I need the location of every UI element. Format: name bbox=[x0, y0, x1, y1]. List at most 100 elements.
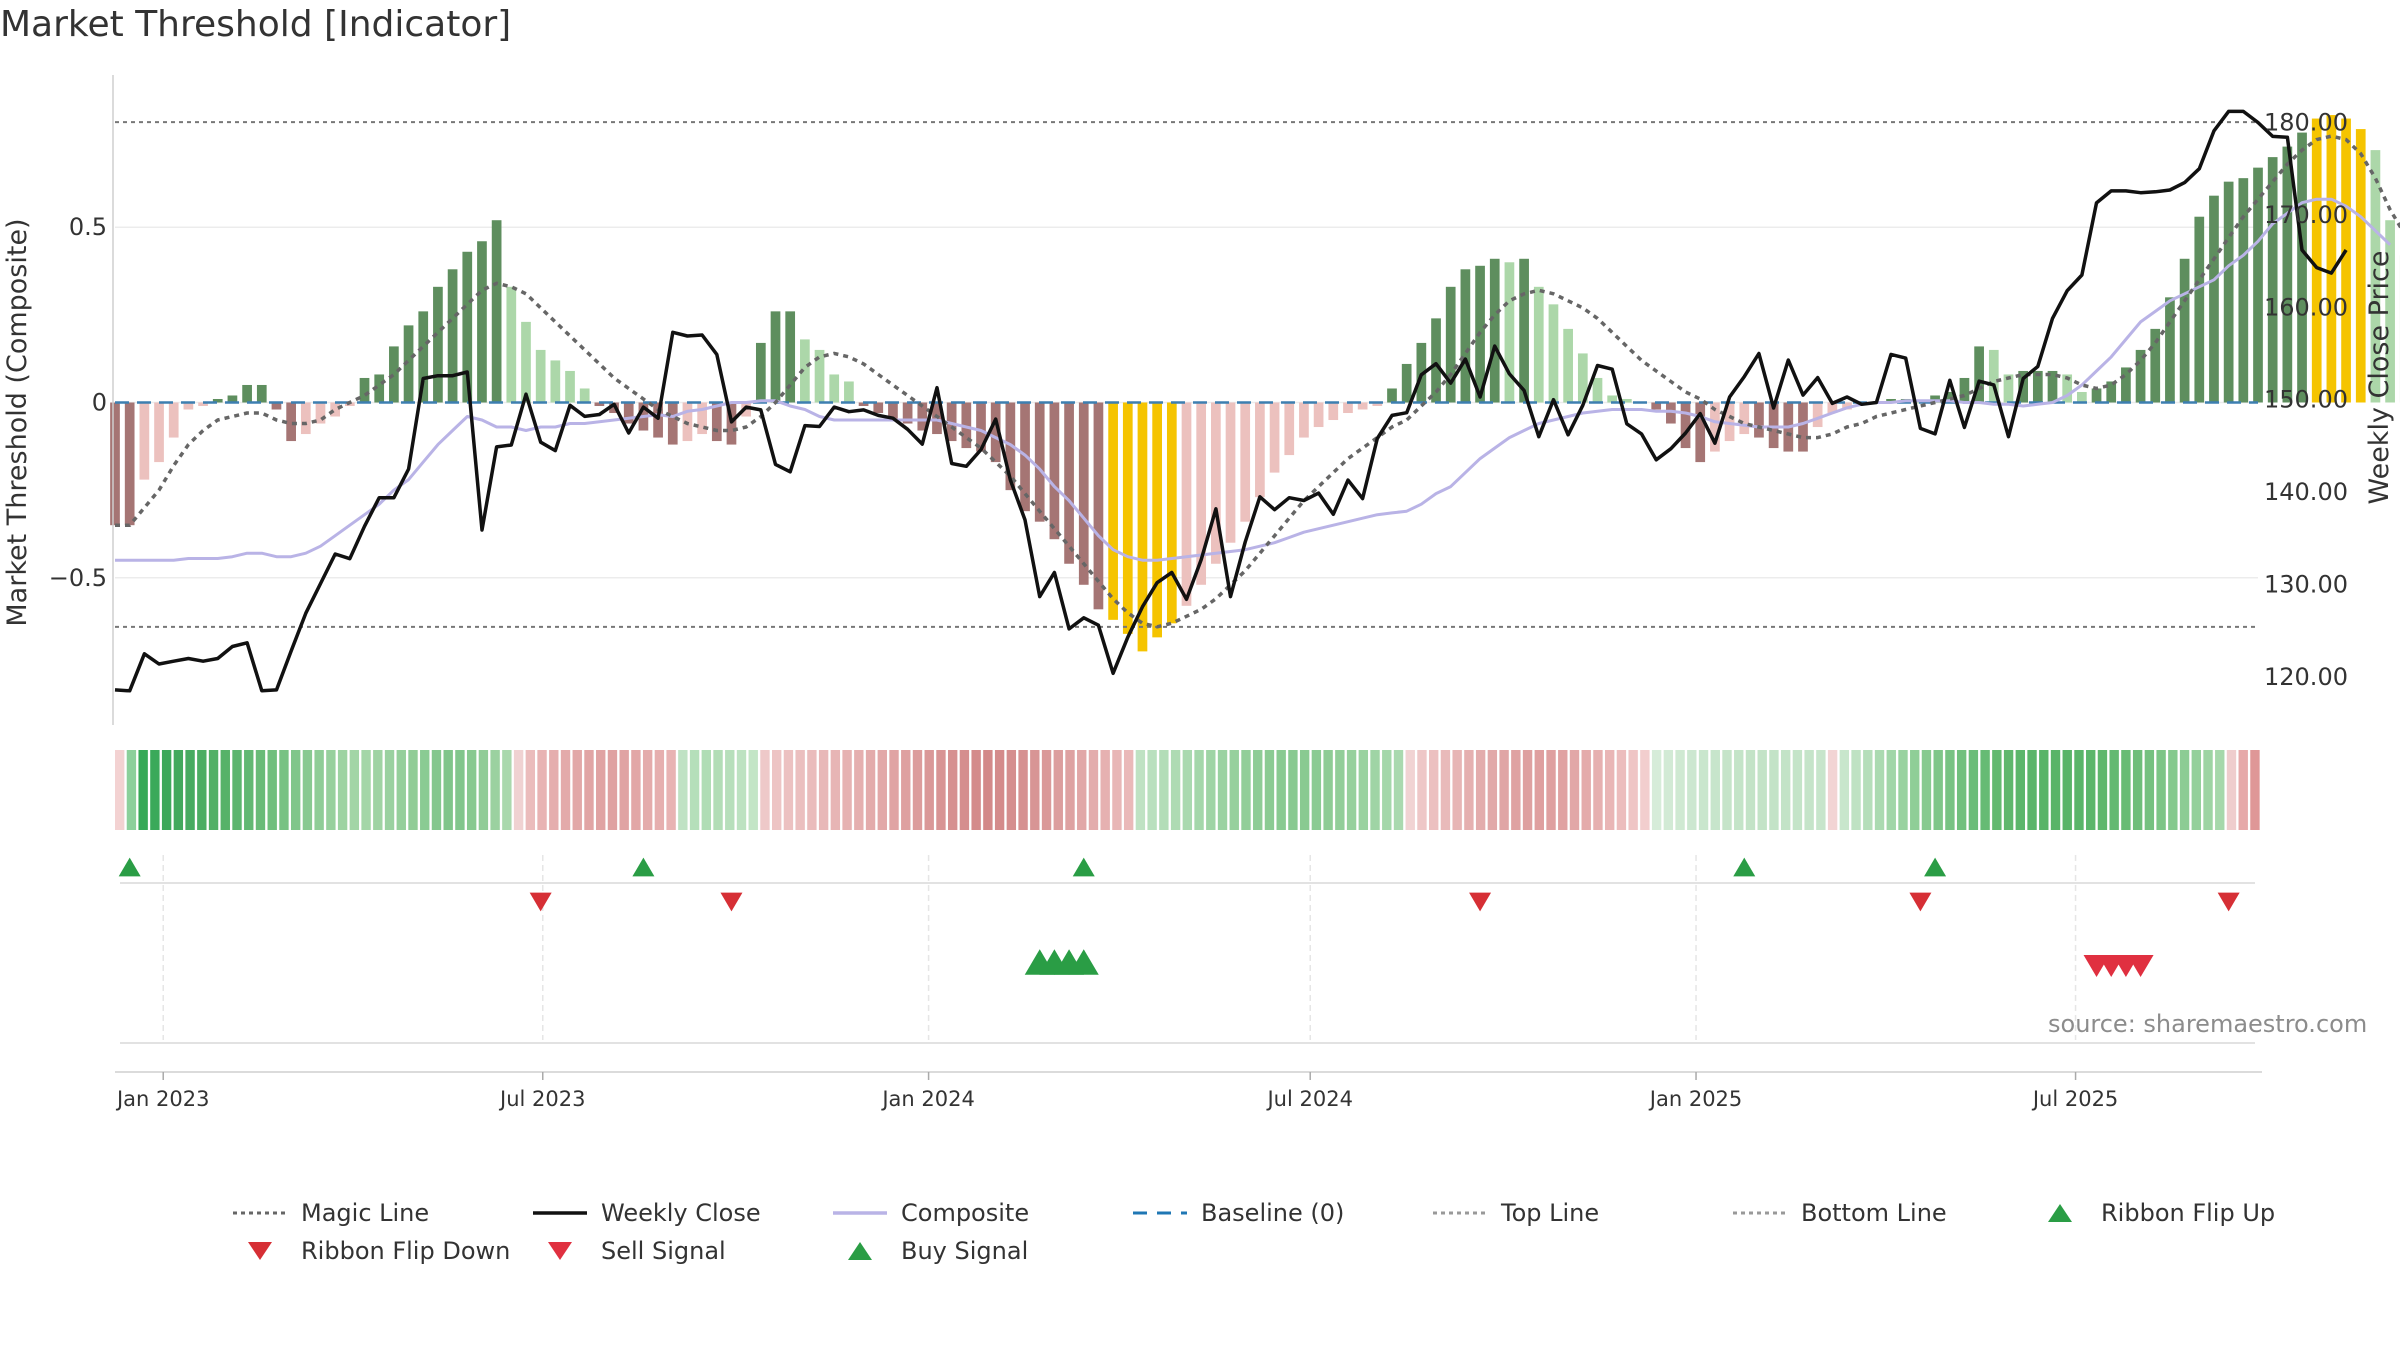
triangle-down-icon bbox=[248, 1242, 272, 1260]
ribbon-cell bbox=[1464, 750, 1474, 830]
threshold-bar bbox=[2135, 349, 2146, 403]
legend-item: Ribbon Flip Up bbox=[2025, 1198, 2275, 1228]
source-note: source: sharemaestro.com bbox=[2048, 1010, 2368, 1038]
ribbon-cell bbox=[1053, 750, 1063, 830]
ribbon-cell bbox=[1910, 750, 1920, 830]
ribbon-cell bbox=[279, 750, 289, 830]
threshold-bar bbox=[1533, 286, 1544, 403]
threshold-bar bbox=[1842, 402, 1852, 410]
ribbon-cell bbox=[795, 750, 805, 830]
threshold-bar bbox=[2106, 381, 2117, 403]
ribbon-cell bbox=[2121, 750, 2131, 830]
threshold-bar bbox=[1754, 402, 1764, 438]
threshold-bar bbox=[447, 269, 458, 403]
ribbon-cell bbox=[173, 750, 184, 830]
threshold-bars bbox=[110, 115, 2400, 652]
threshold-bar bbox=[858, 402, 869, 407]
threshold-bar bbox=[212, 398, 223, 403]
threshold-bar bbox=[550, 360, 561, 403]
ribbon-cell bbox=[2250, 750, 2260, 830]
ribbon-cell bbox=[1170, 750, 1181, 830]
ribbon-cell bbox=[1018, 750, 1028, 830]
ribbon-cell bbox=[1299, 750, 1310, 830]
triangle-down-icon bbox=[548, 1242, 572, 1260]
axes: 0.5 0 −0.5 180.00 170.00 160.00 150.00 140.00 13… bbox=[2, 75, 2395, 725]
ribbon-cell bbox=[1323, 750, 1333, 830]
ribbon-cell bbox=[807, 750, 817, 830]
ribbon-cell bbox=[1675, 750, 1685, 830]
threshold-bar bbox=[1607, 395, 1618, 403]
threshold-bar bbox=[403, 325, 414, 403]
threshold-bar bbox=[1812, 402, 1823, 428]
threshold-bar bbox=[829, 374, 840, 403]
ribbon-cell bbox=[654, 750, 665, 830]
legend-label: Buy Signal bbox=[901, 1237, 1029, 1265]
ribbon-cell bbox=[138, 750, 148, 830]
ribbon-cell bbox=[1534, 750, 1544, 830]
threshold-bar bbox=[198, 402, 208, 407]
legend-label: Bottom Line bbox=[1801, 1199, 1947, 1227]
ribbon-cell bbox=[1956, 750, 1967, 830]
ribbon-cell bbox=[1335, 750, 1345, 830]
legend-item: Bottom Line bbox=[1725, 1198, 1947, 1228]
ribbon-cell bbox=[584, 750, 594, 830]
threshold-bar bbox=[1651, 402, 1662, 410]
x-tick-label: Jan 2024 bbox=[880, 1087, 975, 1111]
ribbon-cell bbox=[2027, 750, 2037, 830]
threshold-bar bbox=[1577, 353, 1588, 403]
ribbon-cell bbox=[842, 750, 852, 830]
ribbon-cell bbox=[220, 750, 230, 830]
ribbon-cell bbox=[197, 750, 207, 830]
threshold-bar bbox=[2018, 370, 2029, 403]
ribbon-cell bbox=[1241, 750, 1251, 830]
ribbon-cell bbox=[232, 750, 242, 830]
ribbon-cell bbox=[713, 750, 723, 830]
ribbon-cell bbox=[1417, 750, 1427, 830]
ribbon-flip-down-marker bbox=[2217, 892, 2240, 912]
ribbon-cell bbox=[1041, 750, 1052, 830]
ribbon-cell bbox=[502, 750, 512, 830]
ribbon-cell bbox=[854, 750, 864, 830]
threshold-bar bbox=[2179, 258, 2190, 403]
ribbon-flip-down-marker bbox=[720, 892, 743, 912]
ribbon-cell bbox=[642, 750, 653, 830]
threshold-bar bbox=[1519, 258, 1529, 403]
ribbon-cell bbox=[1945, 750, 1955, 830]
ribbon-cell bbox=[830, 750, 841, 830]
threshold-bar bbox=[2297, 132, 2307, 403]
right-tick-label: 140.00 bbox=[2264, 478, 2348, 506]
ribbon-cell bbox=[736, 750, 747, 830]
threshold-bar bbox=[124, 402, 135, 526]
ribbon-cell bbox=[2015, 750, 2026, 830]
ribbon-cell bbox=[478, 750, 489, 830]
ribbon-cell bbox=[244, 750, 254, 830]
ribbon-cell bbox=[572, 750, 582, 830]
threshold-bar bbox=[1166, 402, 1177, 624]
threshold-bar bbox=[873, 402, 884, 414]
legend-item: Buy Signal bbox=[825, 1236, 1028, 1266]
ribbon-cell bbox=[150, 750, 160, 830]
threshold-bar bbox=[1372, 402, 1383, 407]
line-swatch-icon bbox=[533, 1211, 587, 1215]
right-tick-label: 130.00 bbox=[2264, 571, 2348, 599]
threshold-bar bbox=[1064, 402, 1074, 564]
ribbon-cell bbox=[1182, 750, 1193, 830]
threshold-bar bbox=[1974, 346, 1984, 403]
ribbon-cell bbox=[115, 750, 125, 830]
ribbon-cell bbox=[1992, 750, 2002, 830]
ribbon-cell bbox=[420, 750, 430, 830]
left-tick-label: 0.5 bbox=[69, 213, 107, 241]
ribbon-cell bbox=[1616, 750, 1627, 830]
legend-item: Weekly Close bbox=[525, 1198, 761, 1228]
threshold-bar bbox=[462, 251, 473, 403]
ribbon-cell bbox=[1628, 750, 1638, 830]
threshold-bar bbox=[1269, 402, 1280, 473]
ribbon-flip-up-marker bbox=[1733, 857, 1756, 877]
ribbon-cell bbox=[2203, 750, 2213, 830]
ribbon-cell bbox=[1112, 750, 1122, 830]
ribbon-cell bbox=[725, 750, 735, 830]
threshold-bar bbox=[1827, 402, 1838, 414]
threshold-bar bbox=[844, 381, 854, 403]
ribbon-cell bbox=[631, 750, 641, 830]
threshold-bar bbox=[1431, 318, 1441, 403]
